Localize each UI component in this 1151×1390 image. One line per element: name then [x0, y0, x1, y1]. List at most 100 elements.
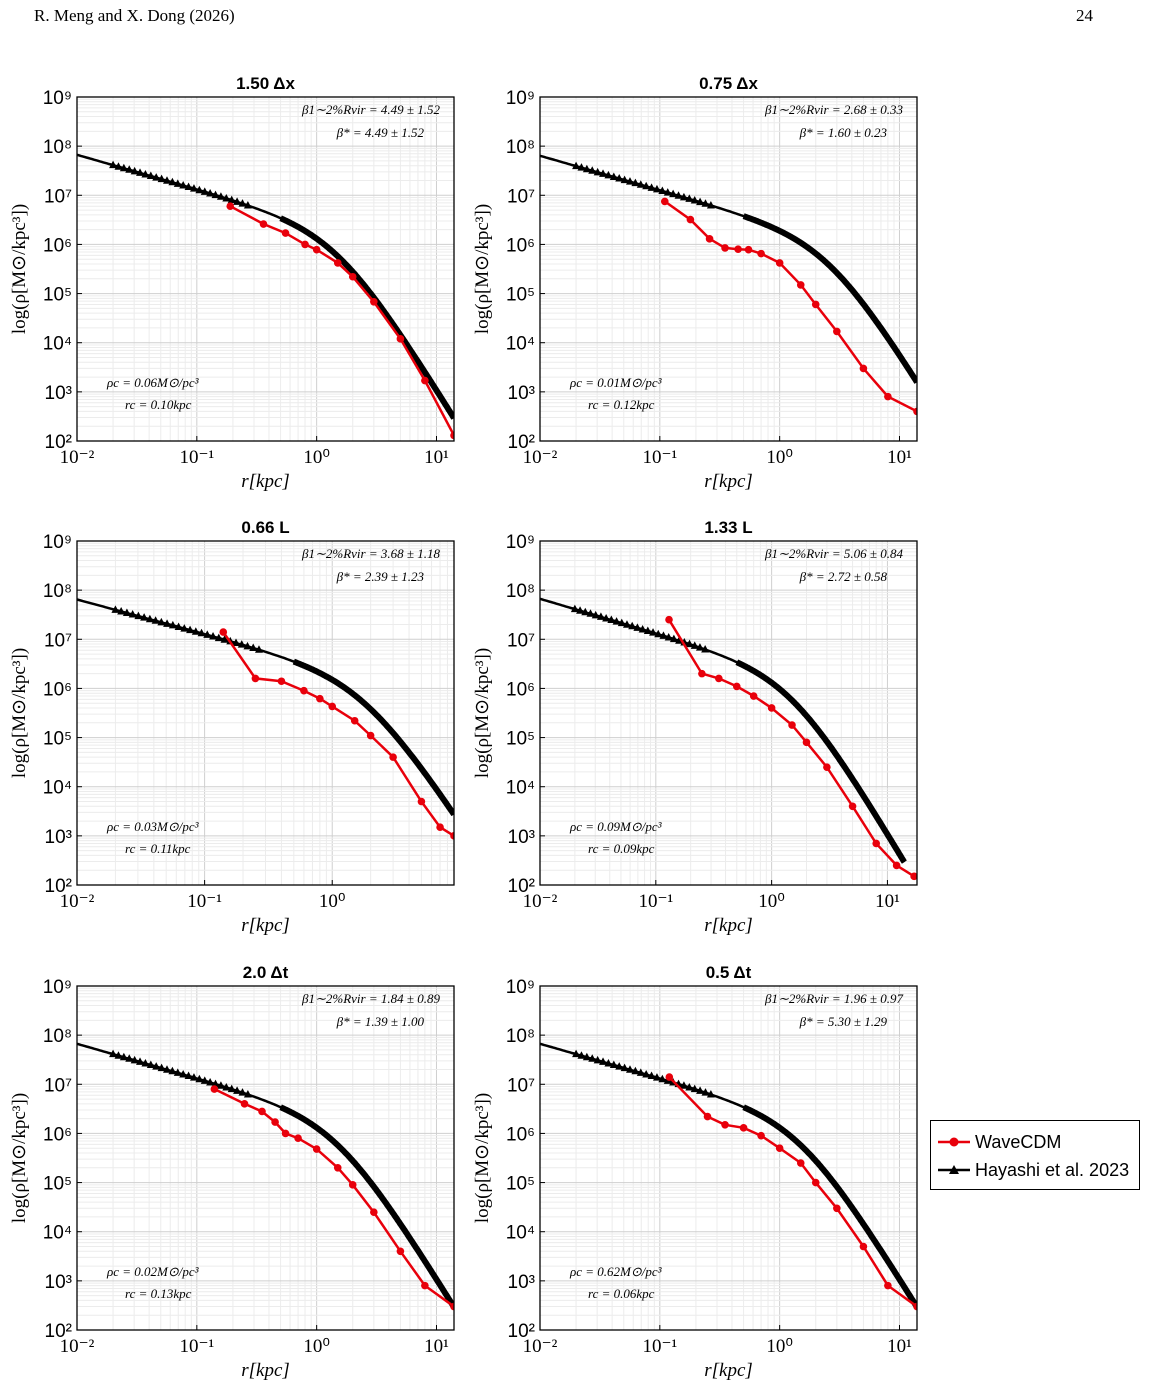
hayashi-marker: [243, 1090, 252, 1098]
y-tick-label: 10⁹: [43, 532, 72, 553]
hayashi-marker: [114, 1051, 123, 1059]
hayashi-series: [540, 597, 907, 864]
wavecdm-point: [350, 716, 359, 725]
x-tick-label: 10¹: [887, 447, 912, 468]
hayashi-marker: [593, 167, 602, 176]
hayashi-marker: [179, 180, 188, 189]
hayashi-marker: [652, 184, 661, 193]
hayashi-marker: [696, 1086, 705, 1094]
wavecdm-point: [703, 1112, 712, 1121]
wavecdm-point: [316, 694, 324, 703]
y-tick-label: 10³: [45, 827, 72, 848]
hayashi-marker: [638, 624, 647, 633]
rho-c-annotation: ρc = 0.02M⊙/pc³: [106, 1264, 200, 1279]
hayashi-marker: [695, 643, 704, 651]
hayashi-marker: [620, 1063, 629, 1072]
hayashi-marker: [588, 1054, 597, 1062]
y-tick-label: 10⁴: [506, 334, 535, 355]
legend-label-wavecdm: WaveCDM: [975, 1131, 1062, 1152]
hayashi-marker: [607, 615, 616, 624]
wavecdm-point: [226, 202, 235, 210]
hayashi-marker: [577, 1051, 586, 1059]
y-tick-label: 10⁶: [43, 235, 72, 256]
wavecdm-line: [222, 631, 454, 837]
wavecdm-point: [389, 753, 397, 761]
wavecdm-point: [370, 1208, 378, 1216]
wavecdm-point: [271, 1118, 279, 1126]
hayashi-marker: [117, 606, 126, 615]
hayashi-series: [540, 1042, 917, 1309]
hayashi-marker: [130, 166, 139, 175]
hayashi-marker: [152, 1062, 161, 1070]
y-tick-label: 10⁸: [43, 581, 72, 602]
hayashi-marker: [636, 1068, 645, 1076]
hayashi-marker: [586, 609, 595, 617]
x-tick-label: 10⁻¹: [187, 891, 222, 912]
beta-star-annotation: β* = 5.30 ± 1.29: [799, 1014, 888, 1029]
wavecdm-point: [788, 721, 796, 729]
plot-frame: [539, 540, 918, 886]
hayashi-marker: [141, 1058, 150, 1067]
beta-star-annotation: β* = 4.49 ± 1.52: [336, 125, 425, 140]
hayashi-marker: [200, 187, 209, 195]
wavecdm-point: [240, 1100, 249, 1108]
hayashi-marker: [701, 645, 710, 653]
legend-marker-hayashi: [938, 1165, 970, 1174]
y-tick-label: 10⁹: [506, 532, 535, 553]
y-tick-label: 10⁷: [44, 1075, 72, 1096]
hayashi-marker: [652, 1073, 661, 1081]
hayashi-marker: [111, 605, 120, 613]
y-axis-label: log(ρ[M⊙/kpc³]): [9, 204, 30, 334]
wavecdm-point: [811, 1178, 820, 1187]
x-tick-label: 10⁰: [319, 891, 346, 912]
y-tick-label: 10⁴: [43, 1223, 72, 1244]
x-tick-label: 10⁻²: [60, 447, 95, 468]
x-axis-label: r[kpc]: [704, 471, 753, 492]
y-axis-label: log(ρ[M⊙/kpc³]): [472, 648, 493, 778]
hayashi-marker: [243, 201, 252, 209]
hayashi-marker: [222, 1082, 231, 1091]
x-tick-label: 10⁻²: [60, 1336, 95, 1357]
panel-3: 10² 10³ 10⁴ 10⁵ 10⁶ 10⁷ 10⁸ 10⁹ 10⁻² 10⁻¹ 10⁰ 0.66 …: [9, 518, 455, 936]
wavecdm-point: [258, 1107, 266, 1116]
wavecdm-point: [219, 628, 228, 636]
hayashi-line-outer: [742, 213, 917, 384]
y-tick-label: 10⁶: [506, 235, 535, 256]
hayashi-marker: [157, 1063, 166, 1072]
hayashi-marker: [189, 1073, 198, 1081]
hayashi-marker: [136, 1057, 145, 1065]
panel-title: 0.66 L: [241, 518, 289, 537]
x-axis-label: r[kpc]: [704, 1360, 753, 1381]
y-tick-label: 10⁸: [43, 137, 72, 158]
hayashi-marker: [162, 1065, 171, 1073]
y-tick-label: 10⁷: [507, 1075, 535, 1096]
wavecdm-point: [705, 235, 714, 243]
wavecdm-series: [660, 197, 917, 416]
hayashi-marker: [130, 1055, 139, 1064]
y-tick-label: 10³: [45, 1272, 72, 1293]
y-tick-label: 10⁸: [43, 1026, 72, 1047]
hayashi-marker: [128, 610, 137, 618]
hayashi-marker: [162, 176, 171, 184]
hayashi-marker: [631, 178, 640, 187]
hayashi-marker: [615, 1062, 624, 1070]
wavecdm-series: [665, 615, 917, 881]
hayashi-marker: [685, 194, 694, 202]
hayashi-line-outer: [735, 659, 907, 864]
panel-6: 10² 10³ 10⁴ 10⁵ 10⁶ 10⁷ 10⁸ 10⁹ 10⁻² 10⁻¹ 10⁰ 10¹ 0.…: [472, 963, 918, 1381]
hayashi-marker: [136, 168, 145, 176]
x-tick-label: 10⁰: [766, 1336, 793, 1357]
hayashi-marker: [141, 169, 150, 178]
hayashi-marker: [706, 1090, 715, 1098]
beta-star-annotation: β* = 1.60 ± 0.23: [799, 125, 888, 140]
wavecdm-point: [715, 674, 723, 683]
x-tick-label: 10⁻²: [523, 1336, 558, 1357]
hayashi-marker: [238, 199, 247, 207]
hayashi-marker: [582, 1052, 591, 1061]
hayashi-marker: [151, 616, 160, 624]
r-c-annotation: rc = 0.10kpc: [125, 397, 192, 412]
y-tick-label: 10⁸: [506, 581, 535, 602]
panel-title: 0.75 Δx: [699, 74, 758, 93]
wavecdm-point: [301, 240, 309, 249]
hayashi-marker: [690, 196, 699, 204]
